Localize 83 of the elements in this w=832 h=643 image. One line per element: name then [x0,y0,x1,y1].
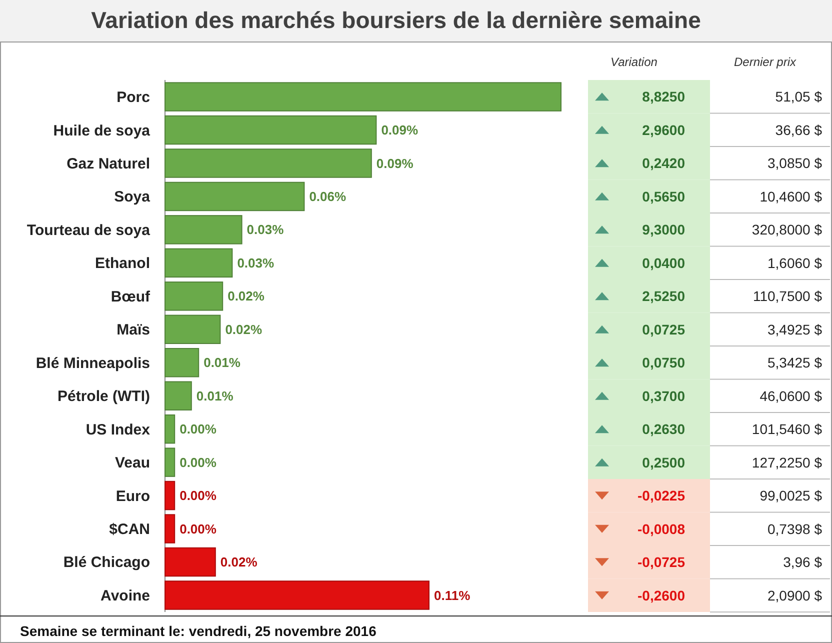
text: 0,3700 [642,388,686,404]
data-label: 0.02% [228,288,265,304]
y-tick-label: Maïs [116,322,150,339]
text: 0,7398 $ [768,520,822,537]
y-tick-label: Avoine [100,587,150,604]
data-label: 0.01% [196,388,234,404]
text: 3,4925 $ [768,321,822,338]
bar [164,514,176,544]
bar [164,381,192,410]
bar [164,282,224,311]
bar [164,414,176,444]
text: Variation [610,55,658,69]
y-tick-label: Pétrole (WTI) [58,388,150,406]
y-tick-label: Porc [116,89,150,106]
text: 8,8250 [642,88,686,105]
text: 3,0850 $ [768,155,822,172]
y-tick-label: Huile de soya [53,122,151,140]
text: -0,2600 [638,587,686,604]
text: 320,8000 $ [752,222,822,238]
text: 10,4600 $ [760,188,822,204]
text: 0,5650 [642,188,686,204]
text: 0,2420 [642,155,686,172]
y-tick-label: Ethanol [95,255,150,272]
data-label: 0.02% [225,322,262,337]
bar [164,348,200,378]
text: 0,2500 [642,454,686,470]
data-label: 0.09% [381,122,418,138]
data-label: 0.00% [180,521,217,536]
data-label: 0.03% [237,255,274,270]
text: 110,7500 $ [752,288,822,304]
bar [164,248,233,278]
text: Semaine se terminant le: vendredi, 25 novembre 2016 [20,623,377,639]
bar [164,148,372,178]
text: -0,0225 [638,488,686,504]
data-label: 0.11% [434,588,471,603]
y-tick-label: Blé Chicago [63,554,150,572]
text: 0,0725 [642,321,686,338]
y-tick-label: Euro [116,488,150,505]
text: 5,3425 $ [768,354,822,371]
text: -0,0725 [638,554,686,570]
data-label: 0.01% [204,355,241,370]
y-tick-label: Blé Minneapolis [36,354,150,372]
data-label: 0.00% [180,488,217,504]
bar [164,115,377,145]
bar [164,580,430,610]
data-label: 0.09% [376,156,414,171]
text: 9,3000 [642,222,686,238]
y-tick-label: Bœuf [110,288,151,306]
text: 46,0600 $ [760,388,822,404]
bar [164,448,176,477]
text: 127,2250 $ [752,454,822,470]
text: 99,0025 $ [760,488,822,504]
text: 0,0750 [642,354,686,371]
text: Dernier prix [734,55,798,69]
text: 51,05 $ [775,88,822,105]
text: -0,0008 [638,520,686,537]
bar [164,547,216,577]
y-tick-label: Gaz Naturel [66,155,150,172]
text: 101,5460 $ [752,421,822,438]
text: 2,9600 [642,122,686,138]
text: 0,0400 [642,254,686,271]
text: 1,6060 $ [768,254,822,271]
bar [164,82,562,112]
bar [164,480,176,510]
y-tick-label: US Index [86,421,151,438]
data-label: 0.00% [180,422,217,437]
text: 0,2630 [642,421,686,438]
bar [164,215,242,244]
y-tick-label: $CAN [109,521,150,538]
bar [164,182,305,212]
text: 3,96 $ [783,554,822,570]
y-tick-label: Tourteau de soya [26,222,151,239]
chart-title: Variation des marchés boursiers de la dernière semaine [91,7,701,33]
text: 2,0900 $ [768,587,822,604]
text: 2,5250 [642,288,686,304]
data-label: 0.03% [246,222,284,238]
bar [164,314,221,344]
data-label: 0.00% [180,454,217,470]
data-label: 0.02% [220,554,258,570]
y-tick-label: Soya [114,188,151,206]
y-tick-label: Veau [114,454,150,472]
text: 36,66 $ [775,122,822,138]
data-label: 0.06% [309,189,346,204]
